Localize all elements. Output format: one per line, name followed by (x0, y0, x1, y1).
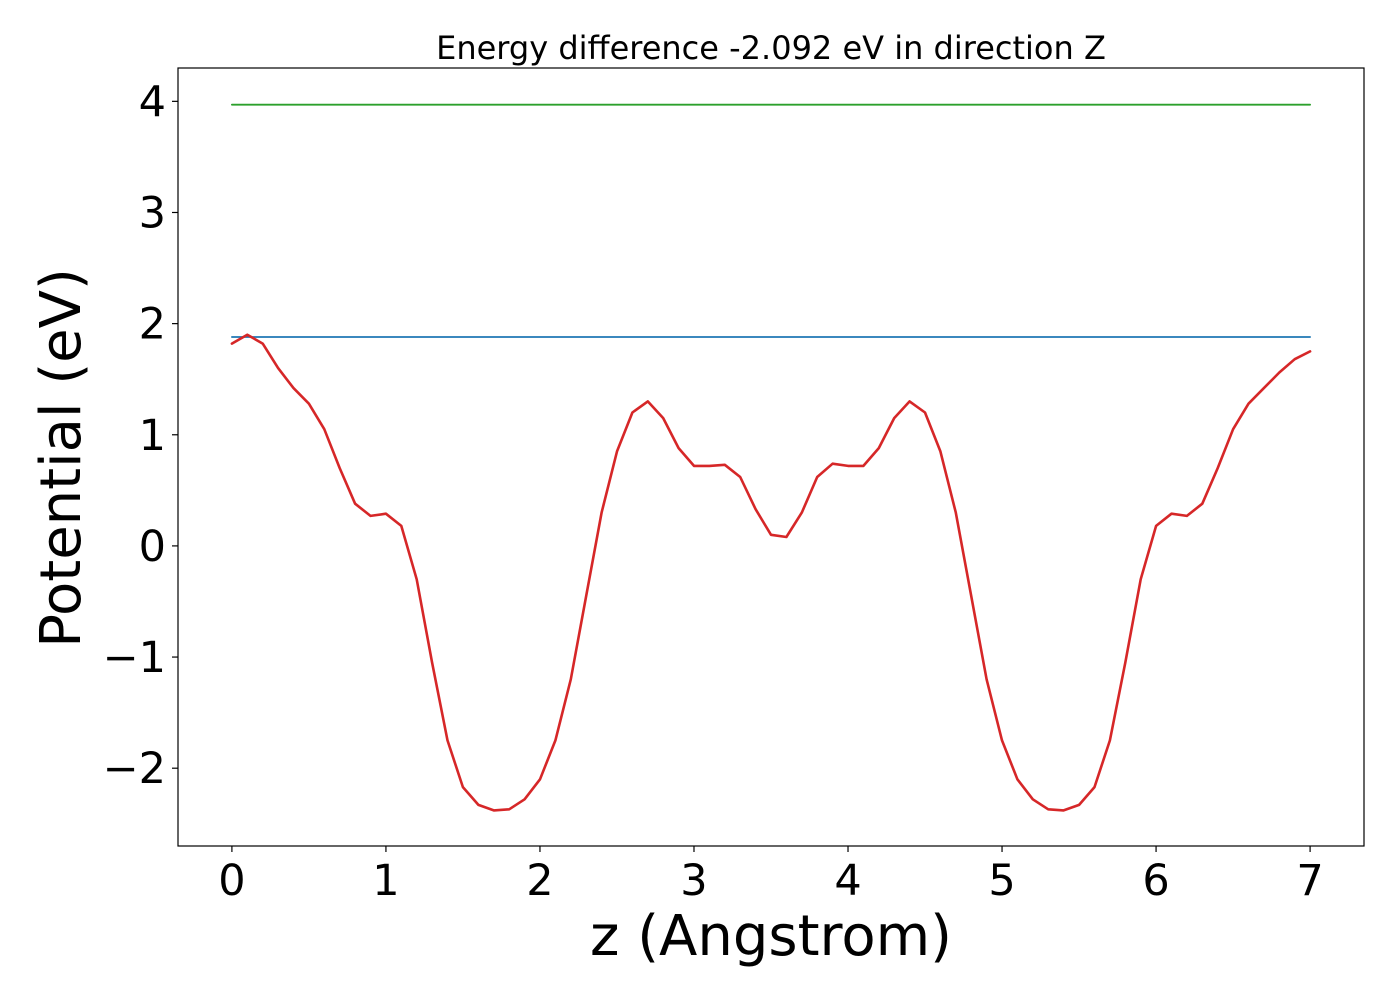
x-tick-label: 1 (372, 856, 399, 906)
y-tick-label: 3 (139, 188, 166, 238)
y-tick-label: −2 (103, 744, 166, 794)
axes-frame (177, 67, 1365, 847)
x-axis-label: z (Angstrom) (590, 904, 952, 969)
y-tick-label: −1 (103, 633, 166, 683)
x-tick-label: 2 (526, 856, 553, 906)
chart-title: Energy difference -2.092 eV in direction… (436, 29, 1106, 67)
y-tick-label: 0 (139, 522, 166, 572)
x-tick-label: 4 (834, 856, 861, 906)
x-tick-label: 5 (988, 856, 1015, 906)
x-tick-label: 6 (1142, 856, 1169, 906)
series-line-potential-curve (230, 333, 1312, 812)
x-tick-label: 7 (1296, 856, 1323, 906)
y-tick-label: 2 (139, 300, 166, 350)
plot-area: 0 1 2 3 4 5 6 7 −2 −1 0 1 2 3 4 (103, 67, 1365, 906)
y-tick-label: 1 (139, 411, 166, 461)
y-axis-label: Potential (eV) (29, 268, 94, 648)
y-tick-label: 4 (139, 77, 166, 127)
x-tick-label: 3 (680, 856, 707, 906)
x-tick-label: 0 (218, 856, 245, 906)
